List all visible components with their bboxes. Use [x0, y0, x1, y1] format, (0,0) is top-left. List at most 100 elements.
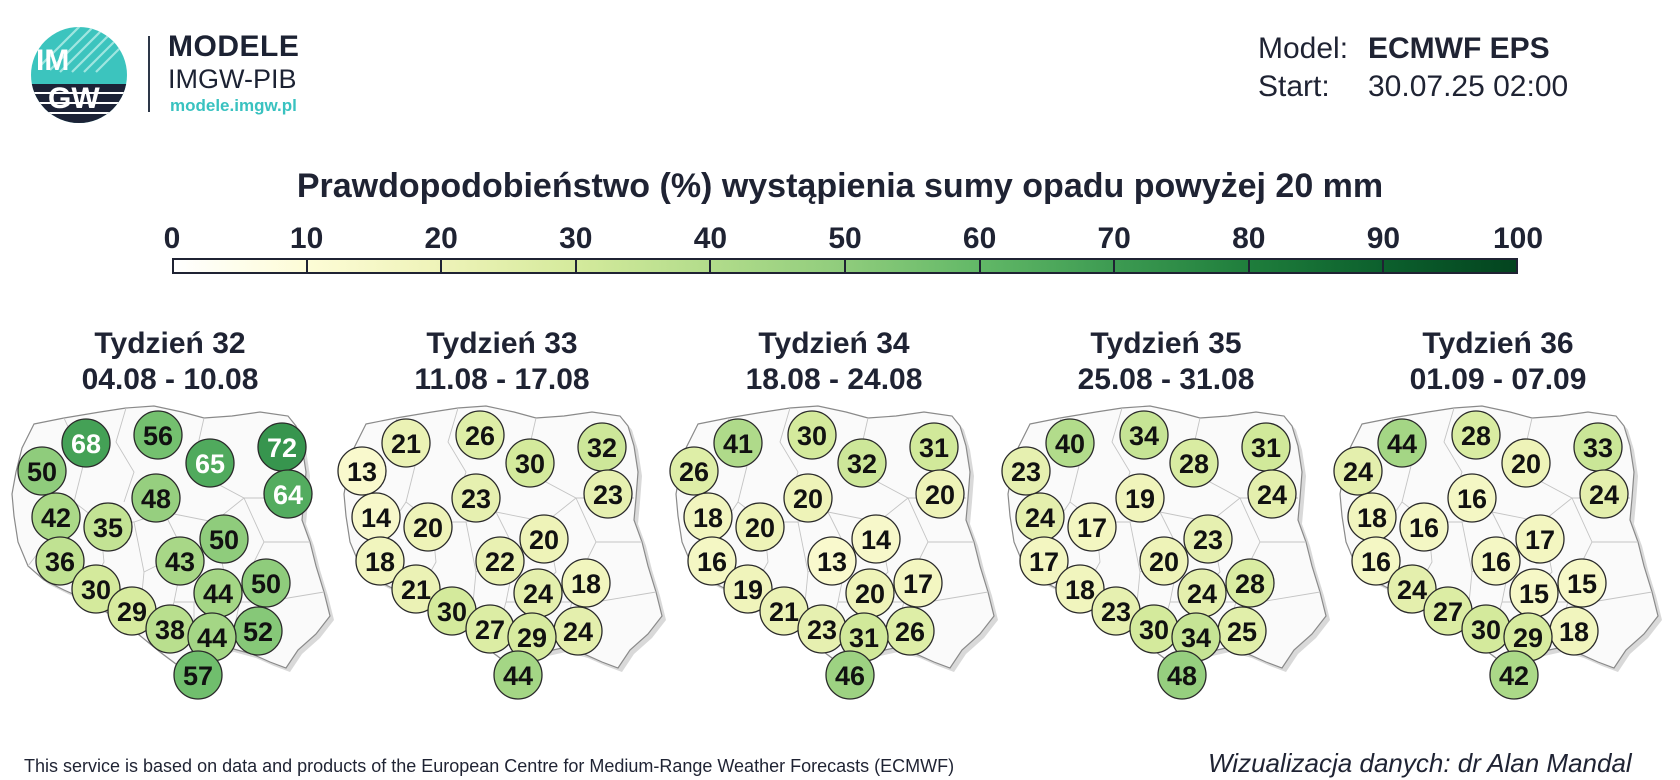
week-dates: 04.08 - 10.08 — [81, 363, 259, 396]
station-value: 24 — [1589, 480, 1619, 510]
station-circle — [1119, 410, 1169, 460]
station-circle — [71, 564, 121, 614]
colorbar-tick-label: 70 — [1097, 222, 1131, 255]
station-circle — [355, 536, 405, 586]
station-circle — [561, 558, 611, 608]
station-value: 13 — [347, 457, 377, 487]
colorbar-segment — [979, 260, 1114, 272]
station-marker: 27 — [465, 604, 515, 654]
station-marker: 23 — [1183, 514, 1233, 564]
station-marker: 16 — [687, 536, 737, 586]
station-circle — [1557, 558, 1607, 608]
station-marker: 20 — [1139, 536, 1189, 586]
station-marker: 23 — [797, 604, 847, 654]
station-circle — [519, 514, 569, 564]
station-circle — [583, 469, 633, 519]
station-marker: 43 — [155, 536, 205, 586]
station-value: 23 — [1193, 525, 1223, 555]
station-value: 42 — [41, 503, 71, 533]
station-value: 43 — [165, 547, 195, 577]
station-marker: 13 — [807, 536, 857, 586]
week-title: Tydzień 33 11.08 - 17.08 — [336, 326, 668, 398]
colorbar-segment — [1247, 260, 1382, 272]
station-marker: 44 — [187, 612, 237, 662]
station-value: 34 — [1181, 623, 1211, 653]
colorbar-segment — [1113, 260, 1248, 272]
week-number: Tydzień 32 — [94, 327, 246, 360]
station-marker: 50 — [199, 514, 249, 564]
station-value: 19 — [1125, 484, 1155, 514]
station-value: 42 — [1499, 661, 1529, 691]
week-number: Tydzień 36 — [1422, 327, 1574, 360]
station-value: 20 — [1149, 547, 1179, 577]
station-value: 26 — [895, 617, 925, 647]
station-circle — [807, 536, 857, 586]
station-circle — [1045, 418, 1095, 468]
ecmwf-attribution: This service is based on data and produc… — [24, 756, 955, 776]
station-marker: 48 — [131, 473, 181, 523]
station-circle — [337, 446, 387, 496]
station-value: 23 — [461, 484, 491, 514]
station-circle — [83, 502, 133, 552]
station-value: 30 — [797, 421, 827, 451]
station-marker: 13 — [337, 446, 387, 496]
station-circle — [1501, 438, 1551, 488]
station-marker: 56 — [133, 410, 183, 460]
station-marker: 16 — [1399, 502, 1449, 552]
colorbar-tick-label: 60 — [962, 222, 997, 255]
imgw-logo-emblem-icon: IM GW — [31, 27, 127, 123]
station-marker: 15 — [1509, 568, 1559, 618]
station-marker: 34 — [1119, 410, 1169, 460]
station-value: 32 — [847, 449, 877, 479]
station-circle — [723, 564, 773, 614]
station-marker: 44 — [493, 650, 543, 700]
week-dates: 25.08 - 31.08 — [1077, 363, 1255, 396]
station-marker: 18 — [355, 536, 405, 586]
station-value: 18 — [1065, 575, 1095, 605]
start-label: Start: — [1258, 70, 1330, 103]
station-value: 33 — [1583, 433, 1613, 463]
station-circle — [1183, 514, 1233, 564]
week-dates: 11.08 - 17.08 — [414, 363, 590, 396]
station-value: 18 — [1357, 503, 1387, 533]
station-marker: 24 — [513, 568, 563, 618]
station-circle — [1115, 473, 1165, 523]
station-marker: 26 — [455, 410, 505, 460]
week-dates: 01.09 - 07.09 — [1409, 363, 1587, 396]
station-value: 20 — [855, 579, 885, 609]
station-circle — [1515, 514, 1565, 564]
week-panel: Tydzień 33 11.08 - 17.08 21 26 32 13 30 23 23 14 2… — [336, 326, 668, 726]
station-value: 29 — [1513, 623, 1543, 653]
station-value: 24 — [563, 617, 593, 647]
station-value: 44 — [503, 661, 533, 691]
station-value: 21 — [401, 575, 431, 605]
station-marker: 14 — [851, 514, 901, 564]
station-value: 17 — [1029, 547, 1059, 577]
station-marker: 23 — [1091, 586, 1141, 636]
station-value: 57 — [183, 661, 213, 691]
station-value: 20 — [1511, 449, 1541, 479]
logo-url-link[interactable]: modele.imgw.pl — [170, 96, 297, 115]
colorbar-segment — [442, 260, 577, 272]
station-marker: 48 — [1157, 650, 1207, 700]
station-circle — [1387, 564, 1437, 614]
colorbar-tick-label: 10 — [289, 222, 324, 255]
station-circle — [1399, 502, 1449, 552]
station-marker: 30 — [1461, 604, 1511, 654]
model-row: Model: ECMWF EPS — [1258, 30, 1568, 68]
station-marker: 18 — [1347, 492, 1397, 542]
station-circle — [787, 410, 837, 460]
colorbar-tick — [1247, 258, 1250, 274]
station-value: 31 — [1251, 433, 1281, 463]
colorbar-tick-label: 0 — [163, 222, 181, 255]
station-marker: 28 — [1451, 410, 1501, 460]
logo-org: IMGW-PIB — [168, 64, 297, 94]
station-value: 23 — [1101, 597, 1131, 627]
station-marker: 65 — [185, 438, 235, 488]
station-value: 24 — [1397, 575, 1427, 605]
station-circle — [669, 446, 719, 496]
station-value: 18 — [365, 547, 395, 577]
station-circle — [1447, 473, 1497, 523]
station-value: 48 — [141, 484, 171, 514]
week-number: Tydzień 34 — [758, 327, 910, 360]
